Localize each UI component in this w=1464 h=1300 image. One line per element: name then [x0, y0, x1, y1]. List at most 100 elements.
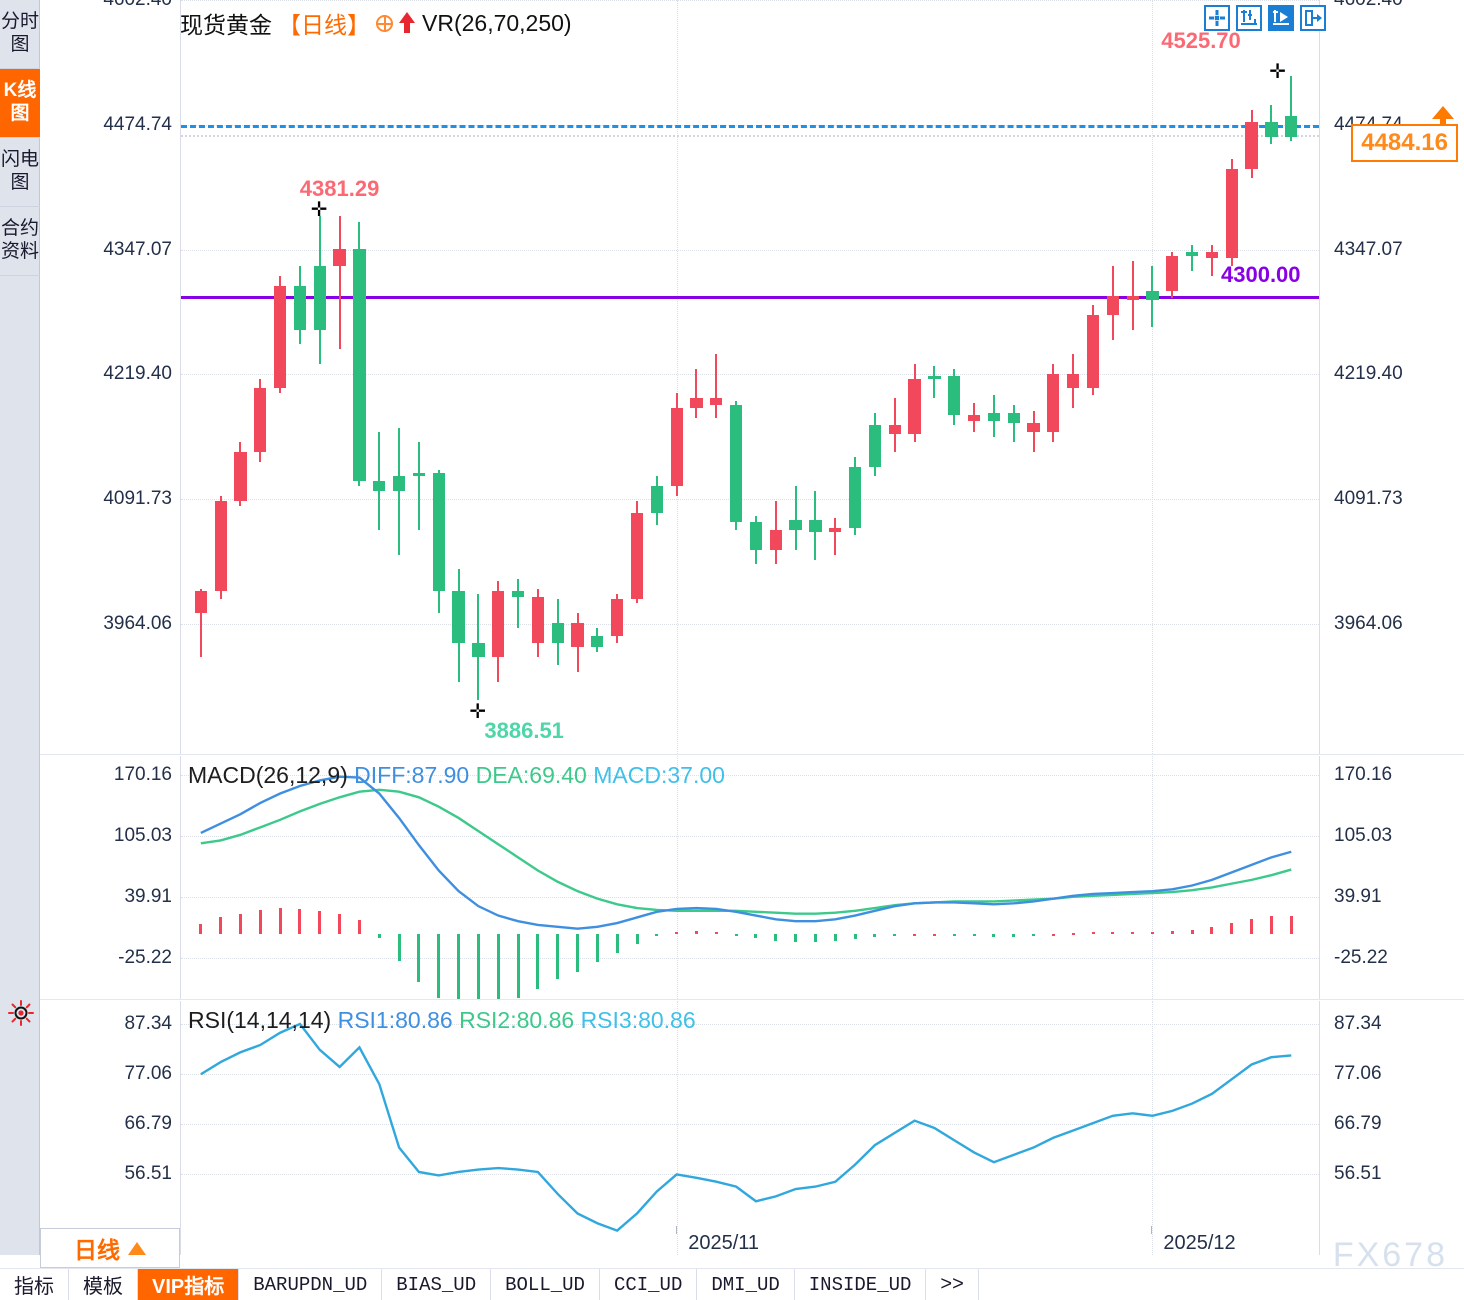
gridline — [181, 1023, 1319, 1025]
macd-histogram-bar — [219, 917, 223, 935]
candlestick — [1086, 0, 1100, 754]
support-line-label: 4300.00 — [1221, 261, 1301, 287]
candle-body — [611, 598, 624, 636]
bottom-item-more[interactable]: >> — [926, 1269, 979, 1300]
macd-histogram-bar — [952, 934, 956, 937]
candle-body — [1126, 295, 1139, 301]
move-crosshair-icon[interactable] — [1204, 5, 1230, 31]
candle-body — [908, 378, 921, 435]
current-price-arrow-icon — [1432, 105, 1454, 119]
candle-wick — [834, 518, 837, 555]
candle-body — [392, 476, 406, 492]
sidebar-item-kline[interactable]: K线图 — [0, 69, 40, 138]
axis-tick: 170.16 — [1334, 763, 1393, 785]
candle-body — [690, 398, 703, 408]
candlestick — [254, 0, 267, 754]
exit-icon[interactable] — [1300, 5, 1326, 31]
macd-histogram-bar — [774, 934, 778, 941]
macd-histogram-bar — [457, 934, 461, 999]
sidebar-item-timeline[interactable]: 分时图 — [0, 0, 40, 69]
candlestick — [987, 0, 1000, 754]
axis-tick: 77.06 — [124, 1062, 172, 1084]
candle-body — [254, 388, 267, 452]
candlestick — [452, 0, 465, 754]
macd-histogram-bar — [734, 934, 738, 937]
candle-wick — [1290, 75, 1293, 142]
bottom-item-dmi-ud[interactable]: DMI_UD — [697, 1269, 795, 1300]
candlestick — [1106, 0, 1119, 754]
macd-histogram-bar — [476, 934, 480, 999]
candle-body — [511, 590, 525, 597]
sidebar-item-lightning[interactable]: 闪电图 — [0, 138, 40, 207]
vertical-gridline — [1152, 1001, 1154, 1255]
candlestick — [194, 0, 207, 754]
marker-high-mid-icon: ✛ — [310, 199, 328, 222]
candle-body — [293, 285, 307, 330]
candle-wick — [398, 427, 401, 555]
sidebar-item-contract-info[interactable]: 合约资料 — [0, 207, 40, 276]
macd-histogram-bar — [873, 934, 877, 938]
marker-low-mid-icon: ✛ — [469, 701, 487, 724]
bottom-item-boll-ud[interactable]: BOLL_UD — [491, 1269, 600, 1300]
axis-tick: 4347.07 — [1334, 238, 1403, 260]
rsi-panel: 87.34 77.06 66.79 56.51 87.34 77.06 66.79 56.5… — [40, 1001, 1464, 1255]
vertical-gridline — [676, 756, 678, 999]
macd-histogram-bar — [258, 909, 262, 935]
candlestick — [868, 0, 882, 754]
candle-wick — [517, 579, 520, 628]
candle-body — [1245, 121, 1258, 169]
candlestick — [313, 0, 326, 754]
rsi-plot-area[interactable] — [180, 1001, 1320, 1255]
macd-histogram-bar — [595, 934, 599, 963]
candle-wick — [1191, 244, 1194, 272]
candle-body — [194, 590, 207, 614]
sidebar-item-lightning-label: 闪电图 — [0, 149, 39, 193]
current-price-arrow-stem — [1440, 117, 1446, 126]
macd-axis-left: 170.16 105.03 39.91 -25.22 — [40, 756, 180, 999]
macd-histogram-bar — [1230, 923, 1234, 935]
axis-tick: 66.79 — [1334, 1113, 1382, 1135]
bottom-item-vip-indicator[interactable]: VIP指标 — [138, 1269, 240, 1300]
candle-body — [333, 248, 346, 267]
candle-body — [1007, 412, 1020, 423]
crosshair-circle-icon[interactable] — [376, 14, 393, 32]
candlestick — [1166, 0, 1179, 754]
candlestick — [749, 0, 763, 754]
bottom-item-indicator[interactable]: 指标 — [0, 1269, 69, 1300]
bottom-item-template[interactable]: 模板 — [69, 1269, 138, 1300]
macd-histogram-bar — [913, 934, 917, 937]
rsi2-value: RSI2:80.86 — [459, 1007, 575, 1033]
candle-body — [452, 590, 465, 643]
rsi-name: RSI(14,14,14) — [188, 1007, 332, 1033]
candlestick — [848, 0, 862, 754]
candle-body — [551, 623, 564, 643]
axis-tick: 4091.73 — [103, 488, 172, 510]
macd-histogram-bar — [1150, 932, 1154, 935]
bottom-item-barupdn-ud[interactable]: BARUPDN_UD — [239, 1269, 383, 1300]
macd-histogram-bar — [556, 934, 560, 980]
price-plot-area[interactable]: 4381.29 ✛ 3886.51 ✛ 4525.70 ✛ 4300.00 — [180, 0, 1320, 754]
macd-plot-area[interactable] — [180, 756, 1320, 999]
macd-histogram-bar — [1012, 934, 1016, 938]
gridline — [181, 835, 1319, 837]
sun-icon[interactable] — [8, 1000, 34, 1026]
candle-wick — [199, 588, 202, 658]
bottom-toolbar-spacer — [979, 1269, 1464, 1300]
macd-histogram-bar — [318, 910, 322, 935]
measure-icon[interactable] — [1236, 5, 1262, 31]
gridline — [181, 957, 1319, 959]
vertical-gridline — [676, 1001, 678, 1255]
vr-indicator-label: VR(26,70,250) — [422, 9, 572, 36]
rsi-line-group — [200, 1022, 1292, 1232]
play-forward-icon[interactable] — [1268, 5, 1294, 31]
bottom-item-cci-ud[interactable]: CCI_UD — [600, 1269, 698, 1300]
price-axis-left: 4602.40 4474.74 4347.07 4219.40 4091.73 3964.… — [40, 0, 180, 754]
candlestick — [1285, 0, 1298, 754]
bottom-item-bias-ud[interactable]: BIAS_UD — [382, 1269, 492, 1300]
candle-body — [1205, 251, 1219, 259]
gridline — [181, 0, 1319, 1]
vertical-gridline — [1152, 0, 1154, 754]
bottom-item-inside-ud[interactable]: INSIDE_UD — [795, 1269, 927, 1300]
period-button[interactable]: 日线 — [40, 1228, 180, 1268]
